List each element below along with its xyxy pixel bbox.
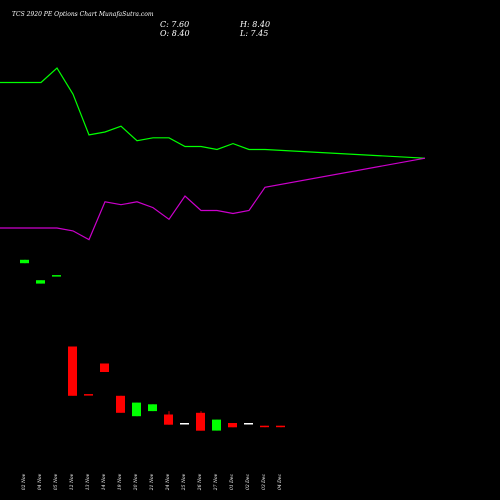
x-tick-label: 03 Dec [261, 474, 267, 490]
candle-body [244, 423, 253, 425]
x-tick-label: 26 Nov [197, 473, 203, 491]
x-tick-label: 02 Dec [245, 474, 251, 490]
x-tick-label: 24 Nov [165, 473, 171, 491]
candle-body [180, 423, 189, 425]
candle-body [196, 412, 205, 431]
x-tick-label: 05 Nov [53, 473, 59, 490]
candle-body [132, 402, 141, 417]
indicator-lines [0, 67, 426, 241]
high-value: H: 8.40 [239, 20, 270, 29]
x-tick-label: 27 Nov [213, 473, 219, 491]
x-tick-label: 12 Nov [69, 473, 75, 490]
x-tick-label: 21 Nov [149, 473, 155, 491]
candle-body [116, 395, 125, 413]
candle-body [260, 425, 269, 428]
x-tick-label: 01 Dec [229, 474, 235, 490]
chart-title: TCS 2920 PE Options Chart MunafaSutra.co… [12, 11, 154, 18]
low-value: L: 7.45 [239, 29, 268, 38]
open-value: O: 8.40 [160, 29, 190, 38]
indicator-line-1 [0, 67, 426, 159]
x-tick-label: 20 Nov [133, 473, 139, 491]
x-tick-label: 19 Nov [117, 473, 123, 490]
x-tick-label: 25 Nov [181, 473, 187, 491]
x-tick-label: 13 Nov [85, 473, 91, 490]
candle-body [228, 423, 237, 428]
x-tick-label: 04 Dec [277, 474, 283, 490]
close-value: C: 7.60 [160, 20, 189, 29]
candle-body [164, 414, 173, 425]
candle-body [100, 363, 109, 372]
candle-body [148, 404, 157, 412]
x-tick-label: 02 Nov [21, 473, 27, 490]
x-tick-label: 14 Nov [101, 473, 107, 490]
candle-body [276, 425, 285, 428]
candle-body [52, 275, 61, 277]
x-tick-label: 04 Nov [37, 473, 43, 490]
indicator-line-2 [0, 157, 426, 241]
candles [20, 259, 285, 431]
x-axis-ticks: 02 Nov 04 Nov 05 Nov 12 Nov 13 Nov 14 Nov 19 N… [21, 473, 283, 491]
candle-body [212, 419, 221, 431]
candle-body [36, 280, 45, 284]
candle-body [20, 259, 29, 264]
candle-body [84, 394, 93, 396]
candle-body [68, 346, 77, 396]
